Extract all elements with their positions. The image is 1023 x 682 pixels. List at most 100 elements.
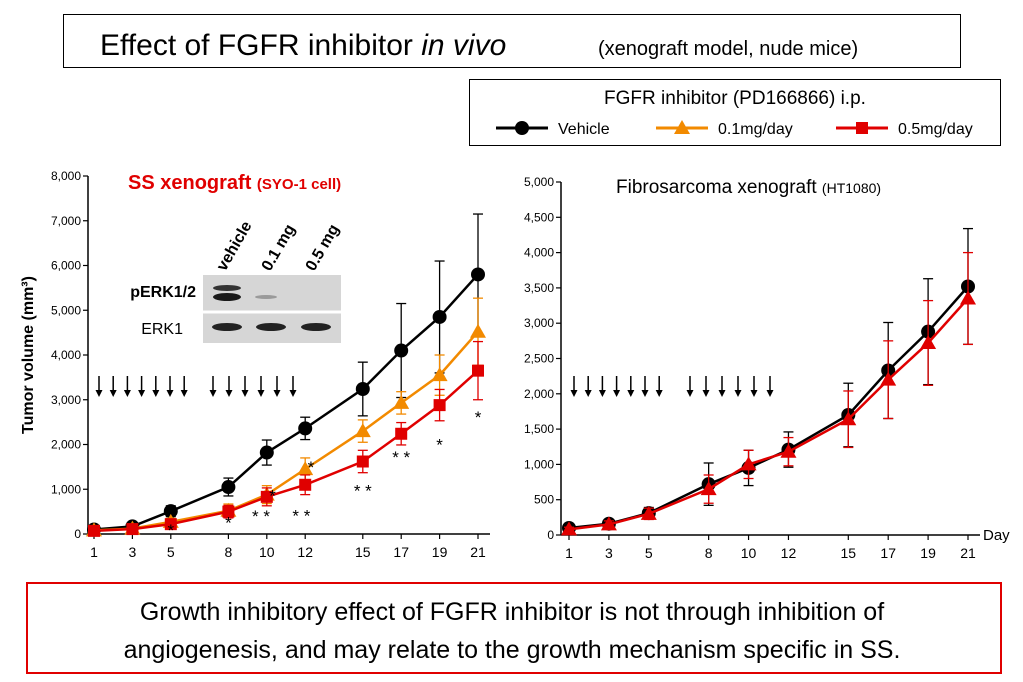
data-point	[840, 411, 857, 426]
x-tick-label: 19	[432, 544, 448, 560]
legend-marker-2	[856, 122, 868, 134]
dosing-arrow-head	[152, 390, 160, 397]
y-tick-label: 2,000	[524, 387, 554, 401]
data-point	[640, 505, 657, 520]
chart-title-sub: (SYO-1 cell)	[257, 176, 341, 193]
fibrosarcoma-xenograft-chart: 0 500 1,000 1,500 2,000 2,500 3,000 3,500 4,000 4…	[524, 175, 1010, 561]
data-point	[561, 521, 577, 536]
x-tick-label: 5	[645, 545, 653, 561]
data-point	[221, 480, 236, 495]
dosing-arrow-head	[109, 390, 117, 397]
y-tick-label: 500	[534, 493, 554, 507]
data-point	[260, 490, 273, 503]
blot-lane-label-01mg: 0.1 mg	[259, 222, 299, 274]
data-point	[298, 421, 313, 436]
dosing-arrow-head	[766, 390, 774, 397]
blot-lane-label-vehicle: vehicle	[214, 218, 256, 274]
legend-label-2: 0.5mg/day	[898, 121, 973, 138]
y-tick-label: 5,000	[524, 175, 554, 189]
data-point	[431, 367, 448, 382]
data-point	[222, 505, 235, 518]
x-tick-label: 5	[167, 544, 175, 560]
x-tick-label: 17	[880, 545, 896, 561]
significance-mark: * *	[292, 506, 310, 525]
data-point	[163, 504, 178, 519]
ss-xenograft-chart: 0 1,000 2,000 3,000 4,000 5,000 6,000 7,000 8,00…	[20, 169, 490, 560]
data-point	[433, 399, 446, 412]
significance-mark: * *	[392, 448, 410, 467]
y-tick-label: 0	[74, 527, 81, 541]
data-point	[432, 309, 447, 324]
dosing-arrow-head	[750, 390, 758, 397]
significance-mark: *	[475, 408, 482, 427]
dosing-arrow-head	[166, 390, 174, 397]
y-tick-label: 2,000	[51, 438, 81, 452]
conclusion-line-1: Growth inhibitory effect of FGFR inhibit…	[140, 598, 884, 626]
dosing-arrow-head	[123, 390, 131, 397]
dosing-arrow-head	[584, 390, 592, 397]
series-line-1	[93, 330, 479, 532]
chart-title-main: SS xenograft	[128, 172, 257, 194]
legend-box	[469, 79, 1001, 146]
page-subtitle: (xenograft model, nude mice)	[598, 38, 858, 60]
significance-mark: *	[225, 514, 232, 533]
significance-mark: * *	[354, 481, 372, 500]
data-point	[920, 334, 937, 349]
data-point	[354, 423, 371, 438]
x-tick-label: 8	[705, 545, 713, 561]
series-line-0	[93, 273, 479, 531]
dosing-arrow-head	[686, 390, 694, 397]
significance-mark: *	[308, 458, 315, 477]
title-box	[63, 14, 961, 68]
x-tick-label: 10	[259, 544, 275, 560]
dosing-arrow-head	[627, 390, 635, 397]
data-point	[470, 323, 486, 338]
dosing-arrow-head	[570, 390, 578, 397]
x-tick-label: 19	[920, 545, 936, 561]
y-tick-label: 3,000	[51, 393, 81, 407]
blot-row-label-erk: ERK1	[141, 321, 183, 338]
band-perk-01mg	[255, 295, 277, 299]
blot-row-label-perk: pERK1/2	[130, 284, 196, 301]
chart-title: Fibrosarcoma xenograft (HT1080)	[616, 177, 881, 198]
x-tick-label: 12	[781, 545, 797, 561]
x-tick-label: 10	[741, 545, 757, 561]
y-tick-label: 4,000	[524, 246, 554, 260]
chart-title-sub: (HT1080)	[822, 180, 881, 196]
dosing-arrow-head	[613, 390, 621, 397]
dosing-arrow-head	[702, 390, 710, 397]
x-tick-label: 17	[393, 544, 409, 560]
x-tick-label: 1	[565, 545, 573, 561]
blot-lane-label-05mg: 0.5 mg	[303, 222, 343, 274]
legend-label-1: 0.1mg/day	[718, 121, 793, 138]
band-erk-vehicle	[212, 323, 242, 331]
x-tick-label: 8	[225, 544, 233, 560]
y-tick-label: 6,000	[51, 259, 81, 273]
dosing-arrow-head	[209, 390, 217, 397]
data-point	[472, 364, 484, 377]
y-tick-label: 4,000	[51, 348, 81, 362]
band-perk-vehicle-upper	[213, 285, 241, 291]
data-point	[880, 371, 897, 386]
data-point	[126, 523, 139, 536]
y-tick-label: 4,500	[524, 210, 554, 224]
data-point	[395, 427, 408, 440]
data-point	[960, 290, 976, 305]
conclusion-line-2: angiogenesis, and may relate to the grow…	[124, 636, 901, 664]
y-tick-label: 1,500	[524, 422, 554, 436]
dosing-arrow-head	[225, 390, 233, 397]
x-tick-label: 21	[470, 544, 486, 560]
page-title: Effect of FGFR inhibitor in vivo	[100, 29, 506, 62]
chart-title-main: Fibrosarcoma xenograft	[616, 177, 822, 198]
dosing-arrow-head	[289, 390, 297, 397]
data-point	[88, 524, 100, 537]
dosing-arrow-head	[241, 390, 249, 397]
dosing-arrow-head	[273, 390, 281, 397]
data-point	[299, 478, 312, 491]
data-point	[164, 518, 177, 531]
data-point	[740, 456, 757, 471]
dosing-arrow-head	[257, 390, 265, 397]
dosing-arrow-head	[598, 390, 606, 397]
y-tick-label: 8,000	[51, 169, 81, 183]
